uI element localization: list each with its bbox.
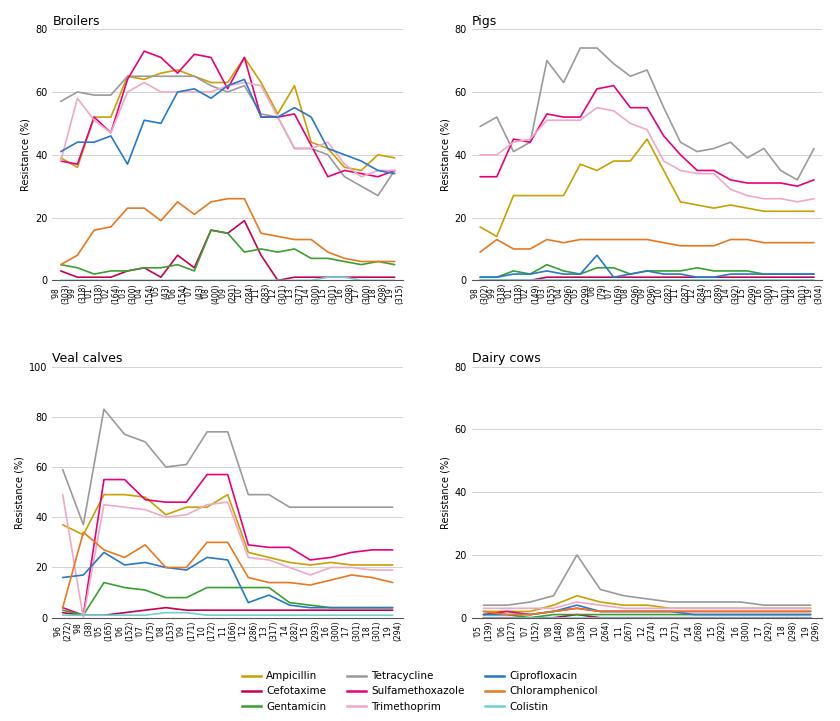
Text: Veal calves: Veal calves [52,353,123,366]
Text: Dairy cows: Dairy cows [472,353,540,366]
Y-axis label: Resistance (%): Resistance (%) [440,118,450,191]
Text: Broilers: Broilers [52,15,100,28]
Text: Pigs: Pigs [472,15,497,28]
Y-axis label: Resistance (%): Resistance (%) [15,456,25,528]
Legend: Ampicillin, Cefotaxime, Gentamicin, Tetracycline, Sulfamethoxazole, Trimethoprim: Ampicillin, Cefotaxime, Gentamicin, Tetr… [238,667,602,716]
Y-axis label: Resistance (%): Resistance (%) [440,456,450,528]
Y-axis label: Resistance (%): Resistance (%) [21,118,31,191]
